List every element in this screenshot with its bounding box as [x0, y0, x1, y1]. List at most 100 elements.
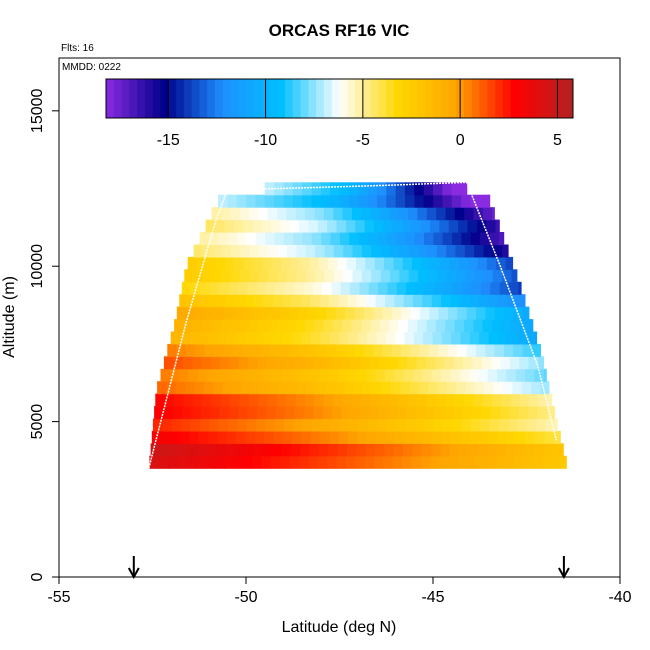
heatmap-cell: [338, 368, 348, 382]
heatmap-cell: [529, 393, 540, 407]
heatmap-cell: [529, 319, 534, 333]
heatmap-cell: [375, 294, 386, 308]
chart-title: ORCAS RF16 VIC: [269, 21, 410, 40]
heatmap-cell: [341, 356, 352, 370]
heatmap-cell: [345, 455, 356, 469]
heatmap-cell: [326, 343, 337, 357]
heatmap-cell: [454, 319, 465, 333]
heatmap-cell: [172, 406, 183, 420]
heatmap-cell: [295, 319, 306, 333]
heatmap-cell: [476, 219, 487, 233]
heatmap-cell: [376, 182, 387, 196]
heatmap-cell: [232, 343, 243, 357]
heatmap-cell: [356, 368, 367, 382]
heatmap-cell: [432, 430, 443, 444]
heatmap-cell: [253, 443, 264, 457]
heatmap-cell: [290, 256, 301, 270]
heatmap-cell: [501, 393, 512, 407]
heatmap-cell: [457, 455, 468, 469]
heatmap-cell: [424, 281, 435, 295]
heatmap-cell: [349, 232, 360, 245]
colorbar-swatch: [502, 79, 512, 118]
heatmap-cell: [378, 356, 389, 370]
heatmap-cell: [341, 406, 352, 420]
heatmap-cell: [397, 406, 408, 420]
heatmap-cell: [465, 381, 476, 395]
heatmap-cell: [298, 343, 309, 357]
heatmap-cell: [322, 281, 332, 295]
heatmap-cell: [469, 368, 479, 382]
heatmap-cell: [479, 194, 490, 208]
heatmap-cell: [471, 281, 482, 295]
heatmap-cell: [426, 319, 437, 333]
heatmap-cell: [464, 244, 475, 258]
heatmap-cell: [436, 207, 447, 221]
heatmap-cell: [273, 331, 284, 345]
heatmap-cell: [332, 356, 343, 370]
heatmap-cell: [301, 331, 312, 345]
heatmap-cell: [413, 430, 424, 444]
heatmap-cell: [485, 343, 496, 357]
heatmap-cell: [502, 244, 509, 258]
heatmap-cell: [342, 319, 353, 333]
heatmap-cell: [240, 244, 251, 258]
heatmap-cell: [352, 207, 362, 221]
heatmap-cell: [380, 244, 391, 258]
colorbar-swatch: [285, 79, 294, 118]
heatmap-cell: [323, 393, 334, 407]
heatmap-cell: [532, 455, 543, 469]
heatmap-cell: [215, 219, 225, 233]
heatmap-cell: [509, 406, 520, 420]
heatmap-cell: [179, 430, 190, 444]
heatmap-cell: [421, 443, 432, 457]
heatmap-cell: [525, 430, 536, 444]
heatmap-cell: [300, 443, 311, 457]
heatmap-cell: [508, 418, 519, 432]
heatmap-cell: [555, 418, 558, 432]
heatmap-cell: [283, 182, 294, 196]
heatmap-cell: [398, 393, 409, 407]
heatmap-cell: [303, 281, 314, 295]
heatmap-cell: [469, 294, 480, 308]
heatmap-cell: [379, 393, 390, 407]
heatmap-cell: [213, 381, 224, 395]
heatmap-cell: [343, 269, 354, 283]
heatmap-cell: [358, 232, 369, 245]
heatmap-cell: [350, 406, 361, 420]
heatmap-cell: [311, 182, 322, 196]
heatmap-cell: [320, 194, 331, 208]
heatmap-cell: [193, 269, 204, 283]
heatmap-cell: [478, 368, 489, 382]
heatmap-cell: [348, 182, 359, 196]
heatmap-cell: [382, 306, 393, 320]
heatmap-cell: [521, 381, 532, 395]
heatmap-cell: [311, 194, 322, 208]
heatmap-cell: [453, 406, 464, 420]
heatmap-cell: [318, 443, 329, 457]
heatmap-cell: [294, 281, 304, 295]
heatmap-cell: [490, 281, 501, 295]
heatmap-cell: [342, 393, 353, 407]
heatmap-cell: [296, 269, 307, 283]
heatmap-cell: [203, 269, 213, 283]
heatmap-cell: [396, 418, 406, 432]
heatmap-cell: [466, 343, 477, 357]
colorbar-swatch: [292, 79, 302, 118]
heatmap-cell: [305, 207, 316, 221]
heatmap-cell: [522, 343, 533, 357]
heatmap-cell: [497, 368, 508, 382]
heatmap-cells: [149, 182, 567, 469]
heatmap-cell: [209, 281, 220, 295]
heatmap-cell: [207, 294, 218, 308]
heatmap-cell: [224, 455, 235, 469]
heatmap-cell: [430, 219, 440, 233]
heatmap-cell: [295, 393, 306, 407]
heatmap-cell: [305, 269, 316, 283]
heatmap-cell: [289, 219, 300, 233]
heatmap-cell: [207, 430, 218, 444]
heatmap-cell: [495, 219, 500, 233]
heatmap-cell: [389, 319, 400, 333]
heatmap-cell: [522, 306, 530, 320]
heatmap-cell: [307, 306, 318, 320]
heatmap-cell: [431, 368, 442, 382]
